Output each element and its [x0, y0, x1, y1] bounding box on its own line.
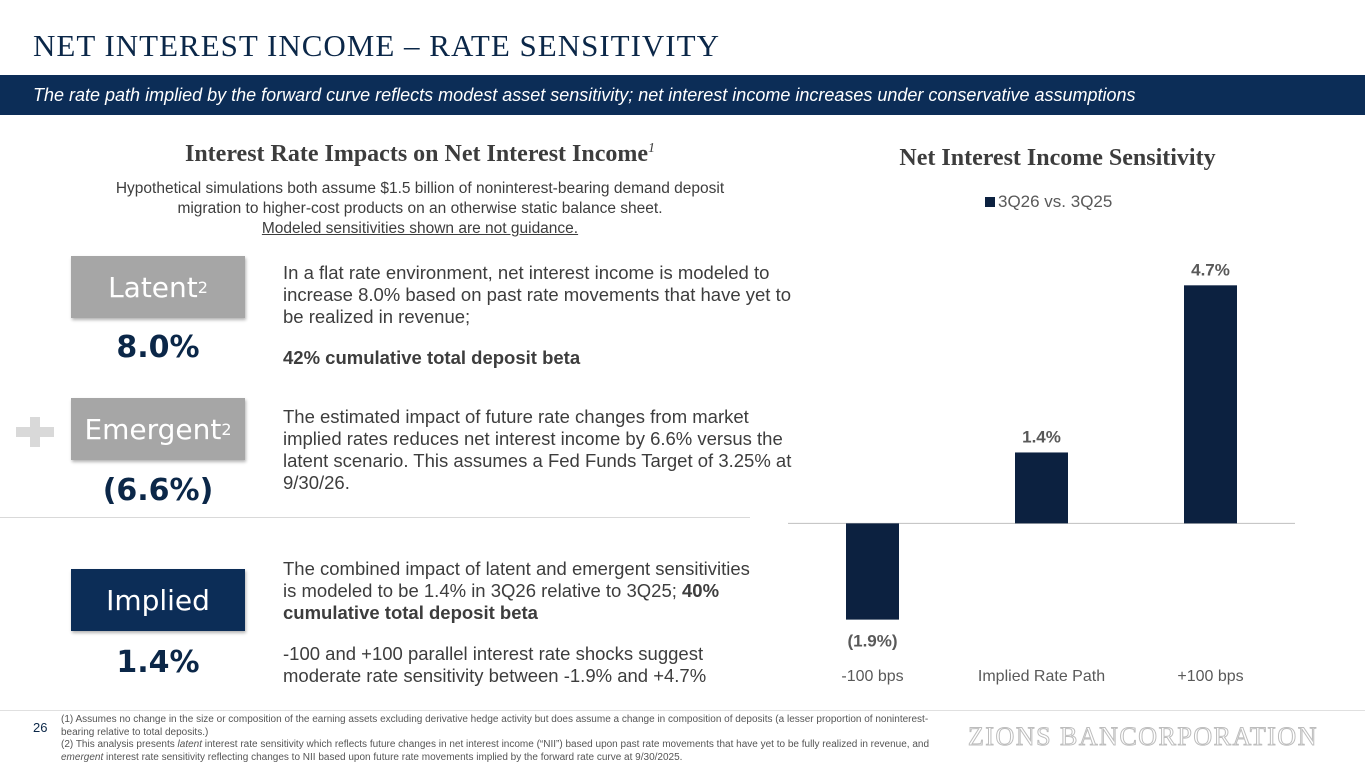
implied-label: Implied: [106, 583, 210, 617]
footer-rule: [0, 710, 1365, 711]
bar-2: [1184, 285, 1237, 524]
emergent-value: (6.6%): [102, 473, 214, 508]
bar-1: [1015, 452, 1068, 524]
footnote-2-latent: latent: [177, 739, 202, 750]
footnote-2-part-c: interest rate sensitivity which reflects…: [202, 739, 930, 750]
subtitle-banner: The rate path implied by the forward cur…: [0, 75, 1365, 115]
footnote-2-part-e: interest rate sensitivity reflecting cha…: [103, 751, 683, 763]
footnote-2-emergent: emergent: [61, 751, 104, 763]
implied-tag: Implied: [71, 569, 245, 631]
data-label-0: (1.9%): [847, 632, 897, 651]
implied-value: 1.4%: [116, 645, 200, 680]
implied-desc-text: The combined impact of latent and emerge…: [283, 558, 750, 601]
footnotes: (1) Assumes no change in the size or com…: [61, 714, 941, 764]
legend-label: 3Q26 vs. 3Q25: [998, 192, 1113, 211]
left-heading: Interest Rate Impacts on Net Interest In…: [40, 141, 800, 168]
emergent-description: The estimated impact of future rate chan…: [283, 406, 792, 493]
emergent-sup: 2: [221, 419, 232, 439]
plus-icon: [16, 417, 54, 447]
footnote-2: (2) This analysis presents latent intere…: [61, 739, 941, 764]
latent-beta: 42% cumulative total deposit beta: [283, 347, 793, 369]
bar-0: [846, 523, 899, 620]
sub-line-1: Hypothetical simulations both assume $1.…: [115, 180, 725, 197]
sub-line-3: Modeled sensitivities shown are not guid…: [261, 220, 579, 237]
left-subheading: Hypothetical simulations both assume $1.…: [40, 179, 800, 239]
latent-tag: Latent 2: [71, 256, 245, 318]
sub-line-2: migration to higher-cost products on an …: [177, 200, 663, 217]
zions-logo: ZIONS BANCORPORATION: [968, 722, 1318, 752]
banner-text: The rate path implied by the forward cur…: [33, 85, 1136, 105]
footnote-1: (1) Assumes no change in the size or com…: [61, 714, 929, 738]
separator-line: [0, 517, 750, 518]
latent-label: Latent: [108, 270, 198, 304]
emergent-tag: Emergent 2: [71, 398, 245, 460]
category-label-1: Implied Rate Path: [978, 668, 1105, 685]
latent-beta-text: 42% cumulative total deposit beta: [283, 347, 581, 368]
chart-title: Net Interest Income Sensitivity: [899, 145, 1216, 171]
implied-shock-note: -100 and +100 parallel interest rate sho…: [283, 643, 707, 686]
implied-description: The combined impact of latent and emerge…: [283, 558, 753, 624]
latent-description: In a flat rate environment, net interest…: [283, 262, 792, 327]
footnote-ref-1: 1: [648, 141, 656, 156]
page-title: NET INTEREST INCOME – RATE SENSITIVITY: [33, 28, 720, 63]
category-label-0: -100 bps: [841, 668, 903, 685]
chart-legend: 3Q26 vs. 3Q25: [985, 192, 1112, 212]
emergent-label: Emergent: [84, 412, 222, 446]
implied-beta: 40% cumulative total deposit beta: [283, 580, 720, 623]
left-heading-text: Interest Rate Impacts on Net Interest In…: [184, 141, 649, 167]
page-number: 26: [33, 720, 48, 735]
latent-sup: 2: [197, 277, 208, 297]
data-label-2: 4.7%: [1191, 260, 1230, 279]
legend-swatch: [985, 197, 995, 207]
data-label-1: 1.4%: [1022, 427, 1061, 446]
category-label-2: +100 bps: [1177, 668, 1243, 685]
footnote-2-part-a: (2) This analysis presents: [61, 739, 178, 750]
nii-sensitivity-chart: (1.9%) -100 bps 1.4% Implied Rate Path 4.7% +…: [788, 260, 1295, 685]
latent-value: 8.0%: [116, 330, 200, 365]
